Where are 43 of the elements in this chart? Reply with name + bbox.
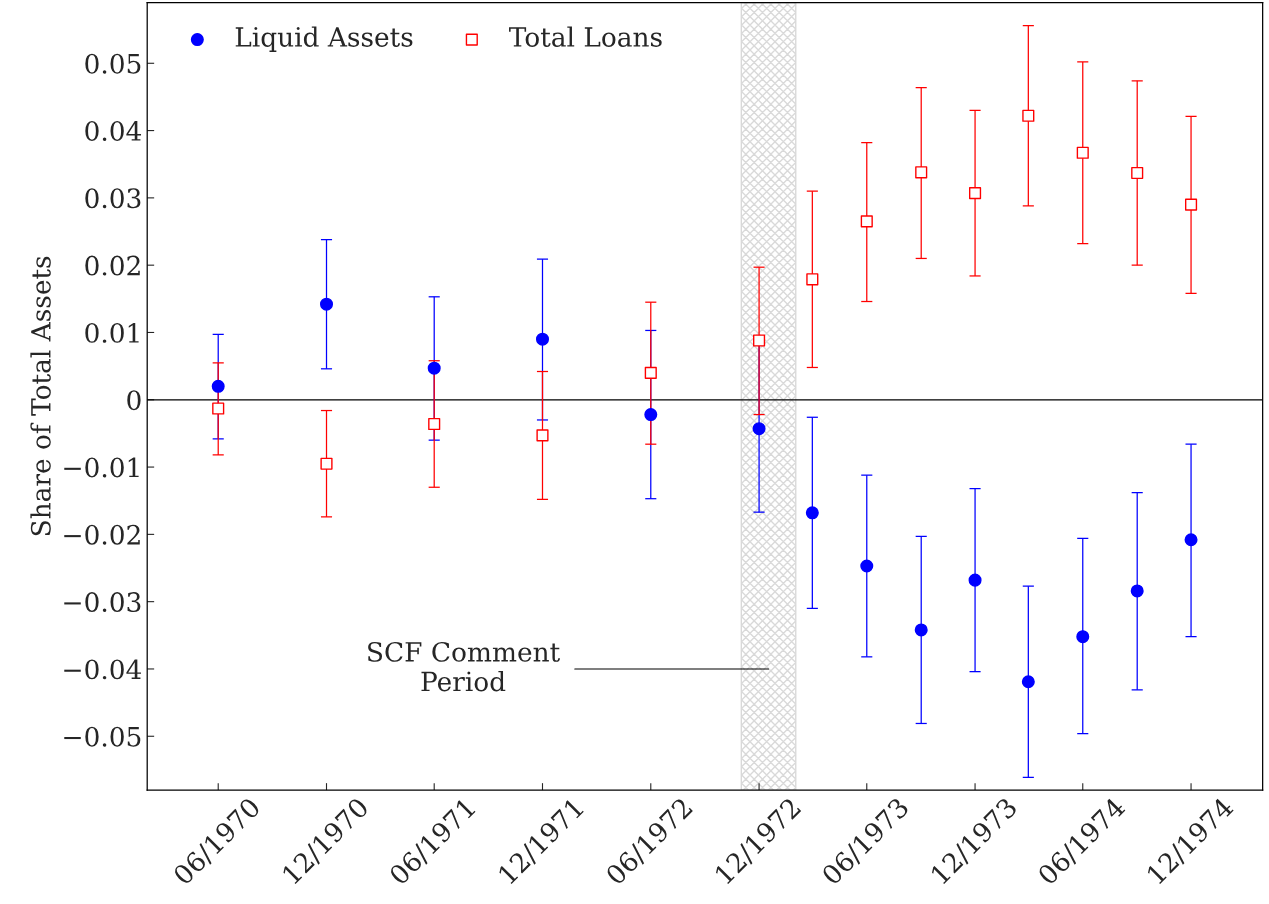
y-tick-label: −0.04: [64, 659, 142, 680]
point: [860, 559, 874, 573]
point: [915, 166, 928, 179]
point: [211, 379, 225, 393]
point: [860, 215, 873, 228]
point: [1076, 146, 1089, 159]
point: [1021, 675, 1035, 689]
point: [1022, 109, 1035, 122]
y-axis-title: Share of Total Assets: [30, 256, 51, 536]
point: [752, 422, 766, 436]
point: [753, 334, 766, 347]
point: [1184, 533, 1198, 547]
y-tick-label: 0.03: [85, 188, 141, 209]
point: [1131, 166, 1144, 180]
legend-label: Liquid Assets: [235, 26, 413, 52]
point: [968, 187, 982, 200]
y-tick-label: −0.05: [64, 726, 141, 747]
point: [1076, 630, 1090, 644]
y-tick-label: −0.01: [64, 457, 139, 478]
y-tick-label: 0.02: [85, 255, 140, 276]
point: [319, 297, 334, 311]
point: [968, 573, 982, 587]
y-tick-label: −0.02: [64, 524, 140, 545]
point: [212, 402, 225, 415]
point: [320, 457, 333, 470]
point: [428, 417, 441, 431]
point: [644, 408, 658, 422]
y-tick-label: −0.03: [64, 592, 141, 613]
point: [1130, 584, 1144, 598]
y-tick-label: 0: [127, 390, 141, 411]
y-tick-label: 0.05: [85, 53, 141, 74]
point: [536, 429, 549, 442]
point: [1184, 198, 1198, 211]
point: [644, 366, 657, 379]
point: [805, 506, 819, 520]
legend-label: Total Loans: [509, 26, 662, 47]
y-tick-label: 0.01: [85, 322, 139, 343]
point: [535, 332, 549, 346]
point: [427, 361, 441, 375]
y-tick-label: 0.04: [85, 121, 142, 141]
point: [806, 273, 819, 286]
band-label: SCF Comment Period: [368, 641, 560, 692]
point: [914, 623, 928, 637]
